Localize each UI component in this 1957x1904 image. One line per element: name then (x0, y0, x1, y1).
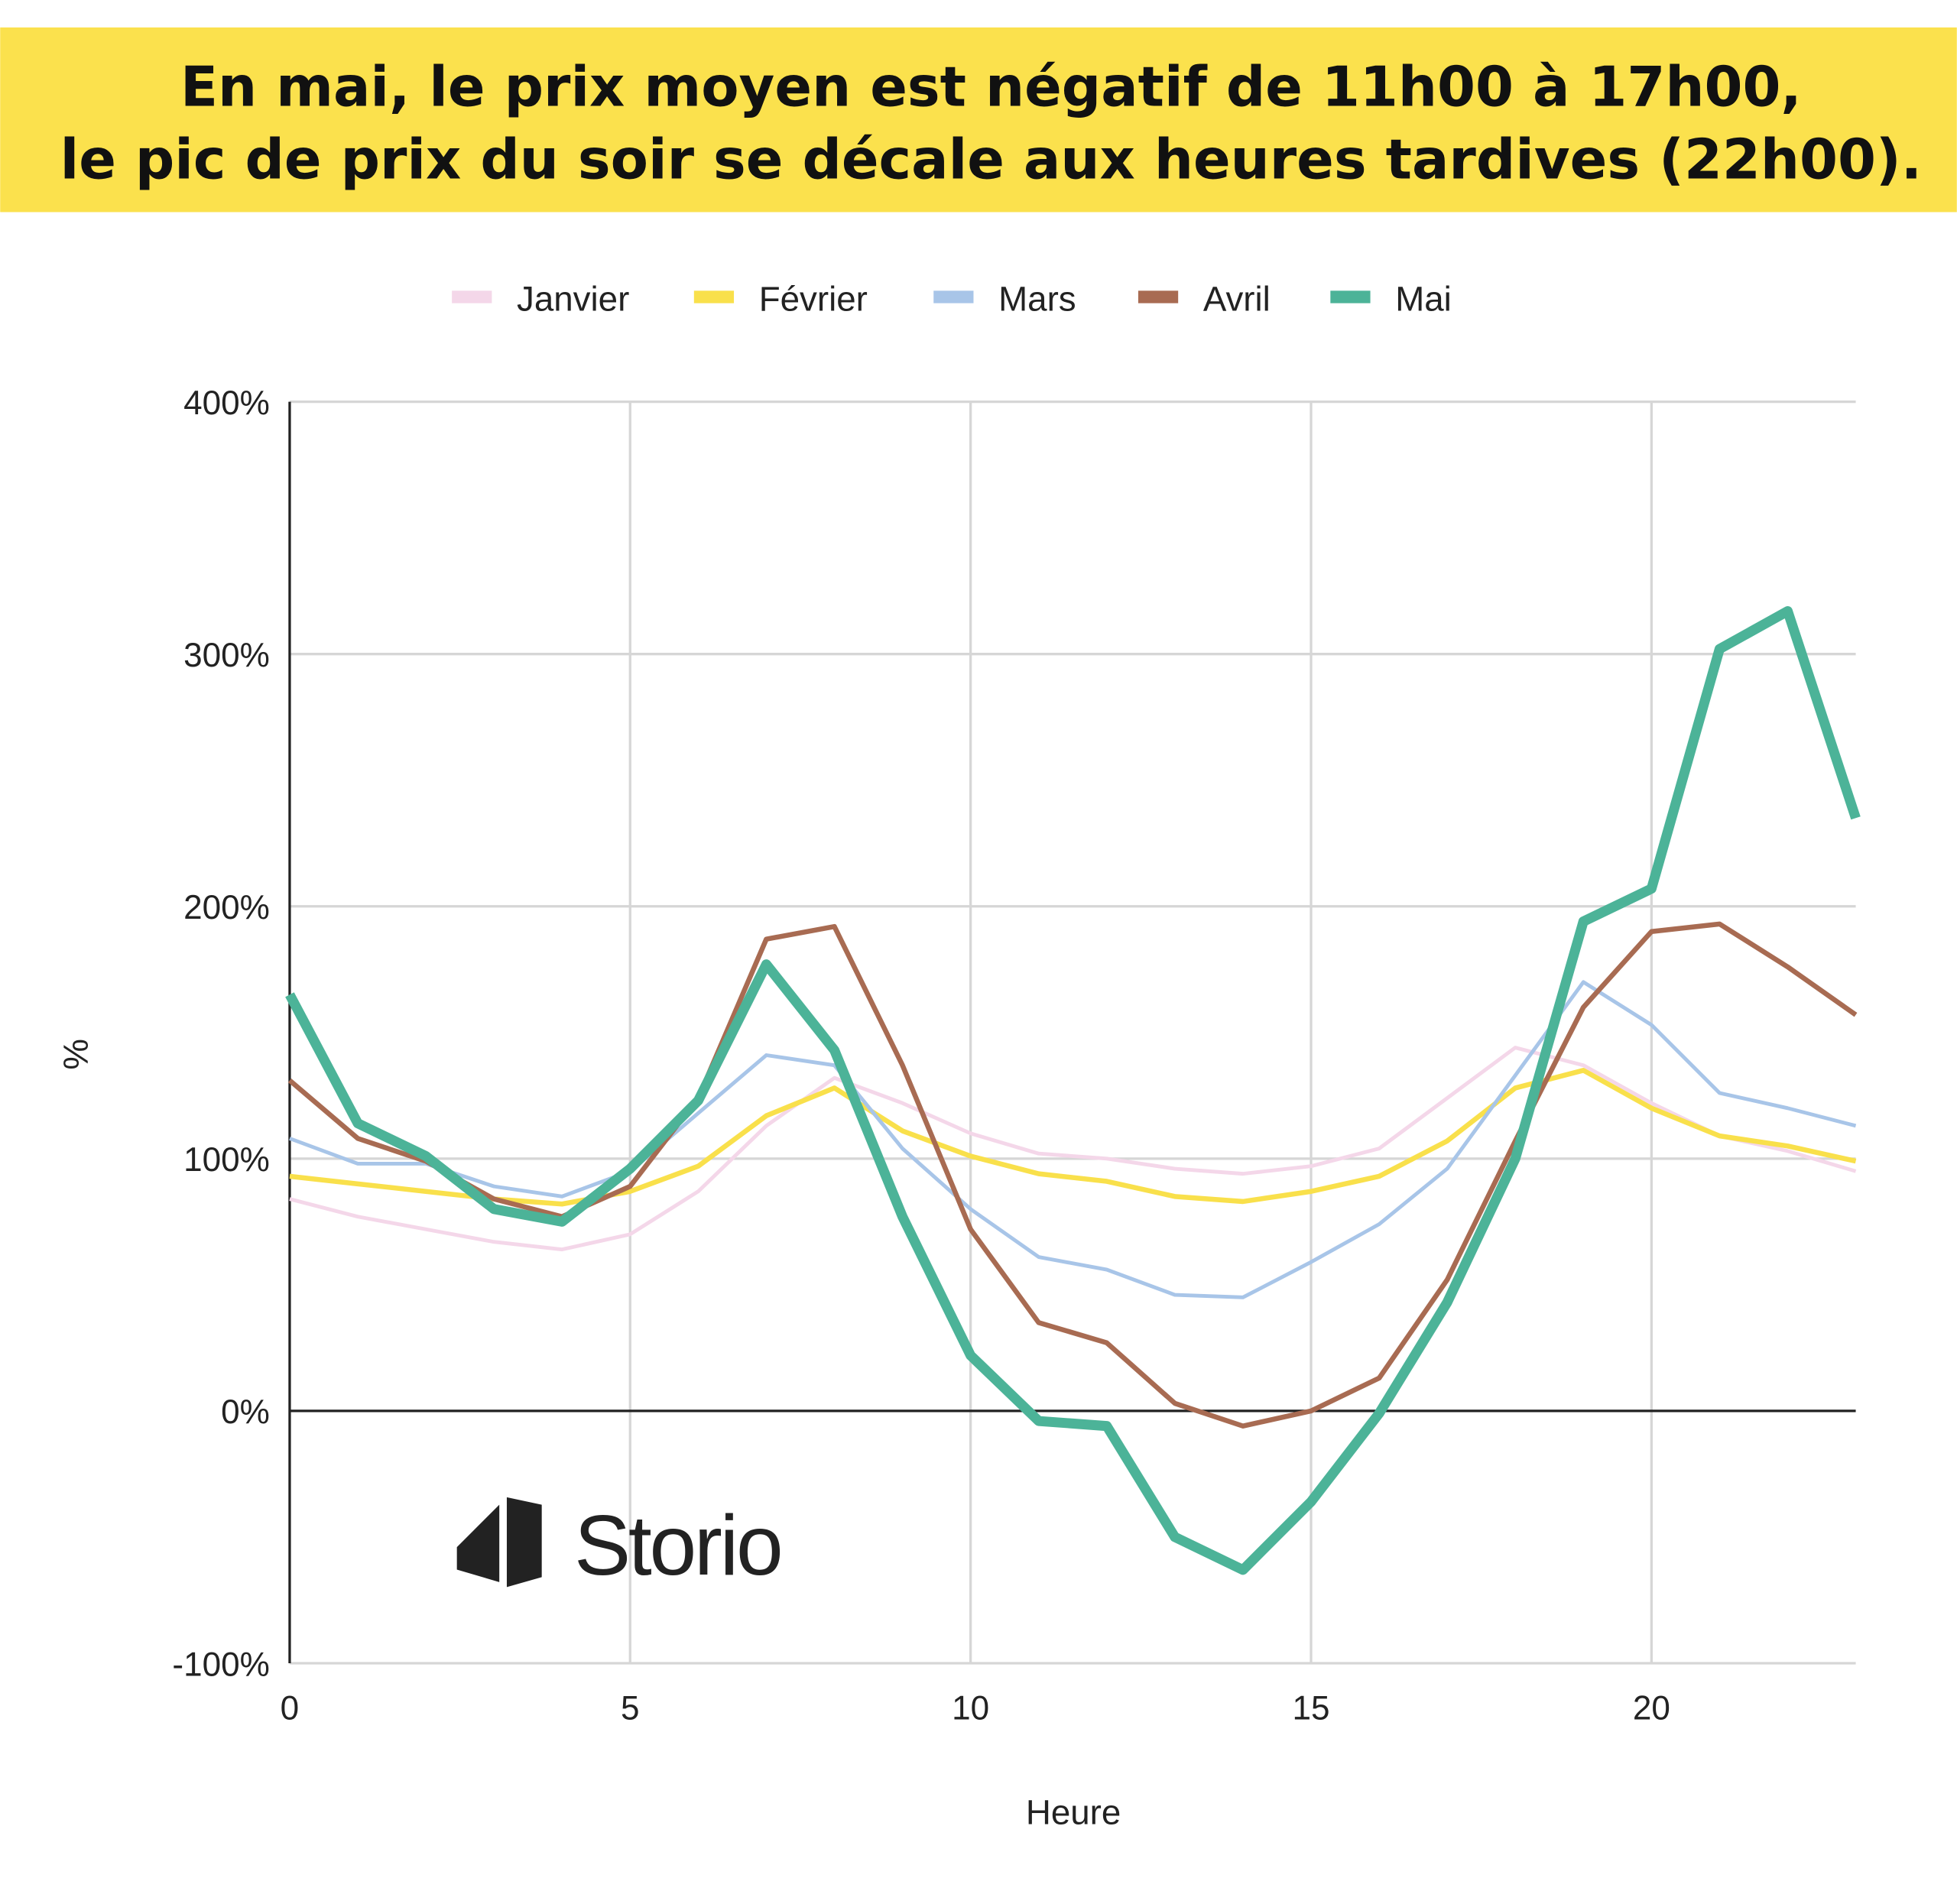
logo-text: Storio (574, 1498, 781, 1593)
series-line-mars (289, 980, 1857, 1299)
legend-swatch (1138, 290, 1179, 303)
logo-mark-icon (456, 1497, 542, 1588)
gridlines (289, 400, 1856, 1665)
y-tick-label: 200% (183, 889, 270, 926)
y-tick-label: 100% (183, 1141, 270, 1179)
y-tick-label: -100% (172, 1646, 269, 1683)
title-line-2: le pic de prix du soir se décale aux heu… (60, 127, 1922, 191)
storio-logo: Storio (456, 1497, 784, 1593)
series-line-janvier (289, 1046, 1857, 1252)
title-line-1: En mai, le prix moyen est négatif de 11h… (180, 55, 1802, 119)
legend-label: Janvier (517, 279, 629, 318)
x-tick-label: 0 (281, 1689, 300, 1727)
legend: Janvier Février Mars Avril Mai (452, 279, 1452, 318)
x-tick-label: 10 (952, 1689, 989, 1727)
x-tick-label: 5 (621, 1689, 640, 1727)
y-axis-label: % (56, 1039, 95, 1070)
legend-label: Avril (1203, 279, 1271, 318)
series-line-avril (287, 921, 1858, 1429)
legend-swatch (693, 290, 735, 303)
axes: -100% 0% 100% 200% 300% 400% 0 5 10 15 20 (172, 384, 1856, 1727)
legend-swatch (452, 290, 492, 303)
legend-label: Février (759, 279, 868, 318)
legend-label: Mars (998, 279, 1076, 318)
y-tick-label: 0% (221, 1393, 270, 1431)
series-line-mai (285, 606, 1861, 1575)
legend-label: Mai (1395, 279, 1452, 318)
x-tick-label: 20 (1633, 1689, 1670, 1727)
series-line-février (289, 1068, 1857, 1207)
title-banner (0, 27, 1957, 212)
x-tick-label: 15 (1292, 1689, 1329, 1727)
x-axis-label: Heure (1026, 1793, 1121, 1832)
legend-swatch (933, 290, 974, 303)
y-tick-label: 300% (183, 637, 270, 674)
legend-swatch (1330, 290, 1371, 303)
series-lines (285, 606, 1861, 1575)
y-tick-label: 400% (183, 384, 270, 422)
